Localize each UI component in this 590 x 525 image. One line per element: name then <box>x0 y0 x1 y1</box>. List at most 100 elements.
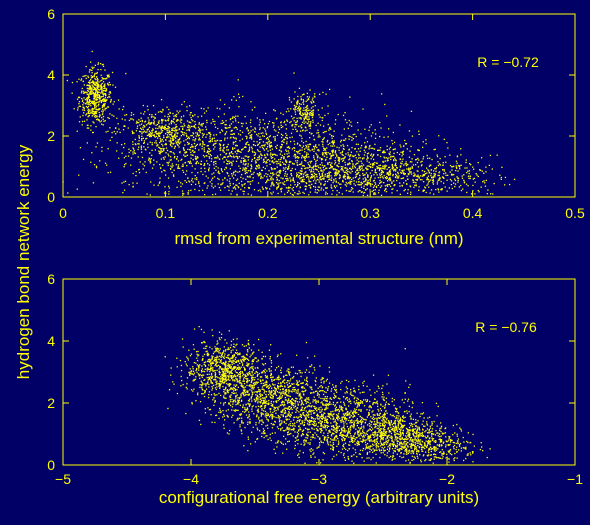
data-point <box>209 359 212 362</box>
data-point <box>164 186 166 188</box>
data-point <box>87 88 90 90</box>
data-point <box>301 179 303 181</box>
data-point <box>459 168 461 170</box>
data-point <box>100 120 103 122</box>
data-point <box>436 181 439 183</box>
data-point <box>188 180 190 182</box>
data-point <box>473 177 476 180</box>
data-point <box>272 178 274 181</box>
data-point <box>309 191 311 193</box>
data-point <box>83 107 85 109</box>
data-point <box>177 141 179 143</box>
data-point <box>241 385 243 387</box>
data-point <box>196 133 199 135</box>
data-point <box>224 362 226 364</box>
data-point <box>312 148 314 150</box>
data-point <box>389 169 392 171</box>
data-point <box>212 194 214 196</box>
data-point <box>234 388 237 390</box>
data-point <box>308 121 310 123</box>
data-point <box>151 142 153 144</box>
data-point <box>215 165 217 168</box>
data-point <box>324 153 327 155</box>
data-point <box>149 194 151 196</box>
data-point <box>219 338 221 341</box>
data-point <box>296 117 298 119</box>
data-point <box>213 404 215 406</box>
data-point <box>303 156 305 158</box>
data-point <box>210 160 212 162</box>
data-point <box>300 99 302 101</box>
data-point <box>299 111 302 113</box>
data-point <box>342 154 344 156</box>
data-point <box>147 123 149 125</box>
data-point <box>205 345 207 347</box>
data-point <box>287 177 289 180</box>
data-point <box>274 153 276 155</box>
data-point <box>307 144 309 146</box>
data-point <box>316 146 318 149</box>
data-point <box>413 175 415 177</box>
data-point <box>169 139 172 141</box>
data-point <box>259 173 261 175</box>
data-point <box>143 130 146 132</box>
data-point <box>245 391 247 393</box>
data-point <box>220 168 222 170</box>
data-point <box>460 148 462 150</box>
data-point <box>279 153 281 155</box>
data-point <box>186 388 188 390</box>
data-point <box>229 124 231 126</box>
data-point <box>196 156 199 158</box>
data-point <box>377 184 379 186</box>
data-point <box>192 132 194 134</box>
data-point <box>231 416 233 418</box>
data-point <box>194 139 196 141</box>
data-point <box>195 144 197 147</box>
data-point <box>231 369 233 371</box>
data-point <box>305 185 308 188</box>
data-point <box>222 182 224 184</box>
x-tick-label: 0.4 <box>463 205 483 221</box>
data-point <box>235 120 237 122</box>
data-point <box>288 385 291 387</box>
data-point <box>373 179 375 182</box>
data-point <box>176 156 179 158</box>
data-point <box>256 366 259 369</box>
data-point <box>266 127 268 129</box>
data-point <box>251 391 253 394</box>
data-point <box>357 191 359 193</box>
data-point <box>248 187 251 189</box>
data-point <box>334 168 336 171</box>
data-point <box>100 83 102 85</box>
data-point <box>97 86 100 88</box>
data-point <box>303 178 305 180</box>
data-point <box>290 108 292 110</box>
data-point <box>315 144 317 146</box>
data-point <box>276 174 278 177</box>
data-point <box>83 107 85 110</box>
data-point <box>233 386 235 389</box>
data-point <box>230 401 232 403</box>
data-point <box>274 139 276 142</box>
data-point <box>254 128 257 130</box>
data-point <box>90 92 92 94</box>
data-point <box>240 370 242 373</box>
data-point <box>269 188 271 190</box>
data-point <box>237 399 239 401</box>
data-point <box>96 86 99 88</box>
data-point <box>294 126 296 128</box>
data-point <box>273 406 275 408</box>
data-point <box>365 178 367 180</box>
data-point <box>86 91 88 94</box>
data-point <box>189 371 191 373</box>
data-point <box>316 394 319 396</box>
data-point <box>221 373 223 376</box>
data-point <box>246 382 248 384</box>
data-point <box>222 376 225 378</box>
data-point <box>88 103 90 106</box>
data-point <box>232 379 234 381</box>
data-point <box>301 372 303 374</box>
data-point <box>221 355 223 358</box>
data-point <box>242 386 244 389</box>
data-point <box>358 189 360 192</box>
